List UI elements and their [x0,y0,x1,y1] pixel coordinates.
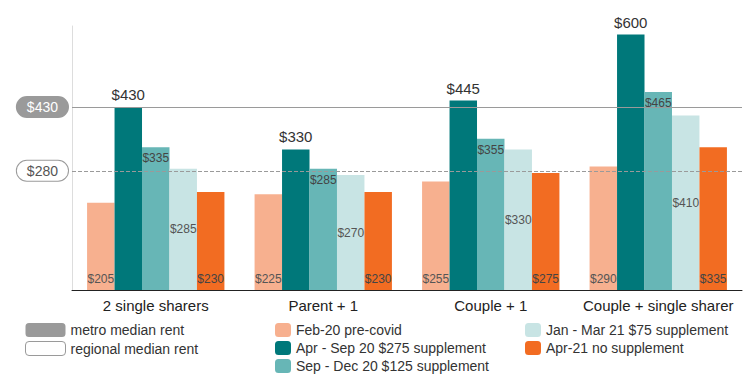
svg-text:Apr-21 no supplement: Apr-21 no supplement [546,340,684,356]
svg-text:$255: $255 [422,272,449,286]
svg-text:$230: $230 [365,272,392,286]
svg-text:Jan - Mar 21 $75 supplement: Jan - Mar 21 $75 supplement [546,322,728,338]
svg-text:Couple + single sharer: Couple + single sharer [583,297,734,314]
svg-text:$445: $445 [447,80,480,97]
svg-text:$330: $330 [505,213,532,227]
svg-text:$355: $355 [477,143,504,157]
svg-text:$280: $280 [27,163,58,179]
svg-text:$335: $335 [700,272,727,286]
svg-text:$205: $205 [87,272,114,286]
svg-text:$275: $275 [532,272,559,286]
svg-text:$430: $430 [27,99,58,115]
svg-text:Feb-20 pre-covid: Feb-20 pre-covid [296,322,402,338]
svg-text:$430: $430 [112,86,145,103]
svg-text:$230: $230 [197,272,224,286]
svg-text:Parent + 1: Parent + 1 [288,297,358,314]
svg-text:$285: $285 [170,222,197,236]
svg-text:$465: $465 [644,96,672,110]
svg-text:$225: $225 [255,272,282,286]
svg-text:metro median rent: metro median rent [71,322,185,338]
svg-text:$330: $330 [279,128,312,145]
svg-text:$335: $335 [142,151,169,165]
svg-text:Apr - Sep 20 $275 supplement: Apr - Sep 20 $275 supplement [296,340,486,356]
svg-text:Sep - Dec 20 $125 supplement: Sep - Dec 20 $125 supplement [296,358,489,374]
svg-text:$285: $285 [310,173,337,187]
svg-text:$290: $290 [590,272,617,286]
svg-text:Couple + 1: Couple + 1 [454,297,527,314]
svg-text:$270: $270 [337,226,364,240]
svg-text:$600: $600 [614,14,647,31]
svg-text:$410: $410 [672,196,699,210]
svg-text:regional median rent: regional median rent [71,341,199,357]
svg-text:2 single sharers: 2 single sharers [103,297,209,314]
